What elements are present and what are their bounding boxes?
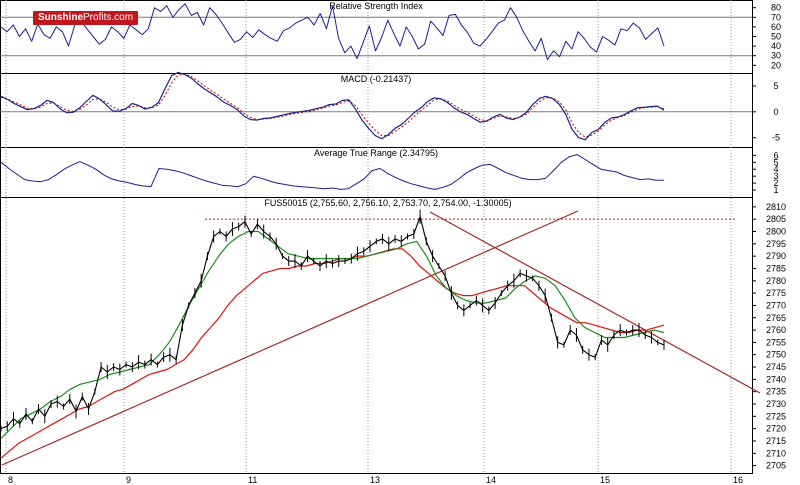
y-tick-label: 70: [771, 12, 781, 22]
y-tick-label: 2800: [766, 227, 786, 237]
panel-title: MACD (-0.21437): [341, 74, 412, 84]
y-tick-label: 2785: [766, 263, 786, 273]
y-tick-label: 2730: [766, 399, 786, 409]
y-tick-label: 40: [771, 41, 781, 51]
y-tick-label: 2750: [766, 350, 786, 360]
macd-line: [0, 71, 665, 141]
y-tick-label: 2: [773, 178, 778, 188]
y-tick-label: 2735: [766, 387, 786, 397]
y-tick-label: 20: [771, 60, 781, 70]
y-tick-label: 2720: [766, 424, 786, 434]
y-tick-label: 2725: [766, 411, 786, 421]
y-tick-label: 6: [773, 150, 778, 160]
panel-title: FUS50015 (2,755.60, 2,756.10, 2,753.70, …: [264, 198, 511, 208]
x-tick-label: 9: [126, 475, 131, 485]
y-tick-label: 30: [771, 51, 781, 61]
x-tick-label: 14: [486, 475, 496, 485]
y-tick-label: 2805: [766, 214, 786, 224]
y-tick-label: -5: [772, 133, 780, 143]
panel-title: Average True Range (2.34795): [314, 148, 438, 158]
y-tick-label: 60: [771, 22, 781, 32]
y-tick-label: 3: [773, 171, 778, 181]
y-tick-label: 5: [773, 157, 778, 167]
x-tick-label: 15: [600, 475, 610, 485]
falling-trend-line: [429, 211, 761, 394]
ema-green-line: [0, 230, 665, 439]
y-tick-label: 2790: [766, 251, 786, 261]
y-tick-label: 50: [771, 32, 781, 42]
brand-logo[interactable]: SunshineProfits.com: [33, 11, 139, 25]
x-tick-label: 8: [8, 475, 13, 485]
atr-line: [0, 154, 664, 190]
macd-signal-line: [0, 73, 665, 138]
y-tick-label: 2770: [766, 300, 786, 310]
y-tick-label: 2775: [766, 288, 786, 298]
y-tick-label: 80: [771, 3, 781, 13]
y-tick-label: 2765: [766, 313, 786, 323]
x-tick-label: 11: [248, 475, 257, 485]
y-tick-label: 2810: [766, 202, 786, 212]
y-tick-label: 2715: [766, 436, 786, 446]
y-tick-label: 2710: [766, 448, 786, 458]
panel-title: Relative Strength Index: [329, 1, 423, 11]
panel-frame-4: [0, 197, 753, 474]
y-tick-label: 2755: [766, 337, 786, 347]
y-tick-label: 2740: [766, 374, 786, 384]
y-tick-label: 1: [773, 185, 778, 195]
y-tick-label: 2745: [766, 362, 786, 372]
y-tick-label: 2795: [766, 239, 786, 249]
y-tick-label: 2780: [766, 276, 786, 286]
rsi-line: [0, 3, 665, 61]
x-tick-label: 16: [733, 475, 743, 485]
rising-trend-line: [1, 210, 579, 466]
brand-part-2: Profits.com: [83, 12, 134, 23]
brand-part-1: Sunshine: [38, 12, 84, 23]
y-tick-label: 2760: [766, 325, 786, 335]
y-tick-label: 0: [773, 107, 778, 117]
y-tick-label: 2705: [766, 461, 786, 471]
y-tick-label: 5: [773, 81, 778, 91]
y-tick-label: 4: [773, 164, 778, 174]
x-tick-label: 13: [370, 475, 380, 485]
